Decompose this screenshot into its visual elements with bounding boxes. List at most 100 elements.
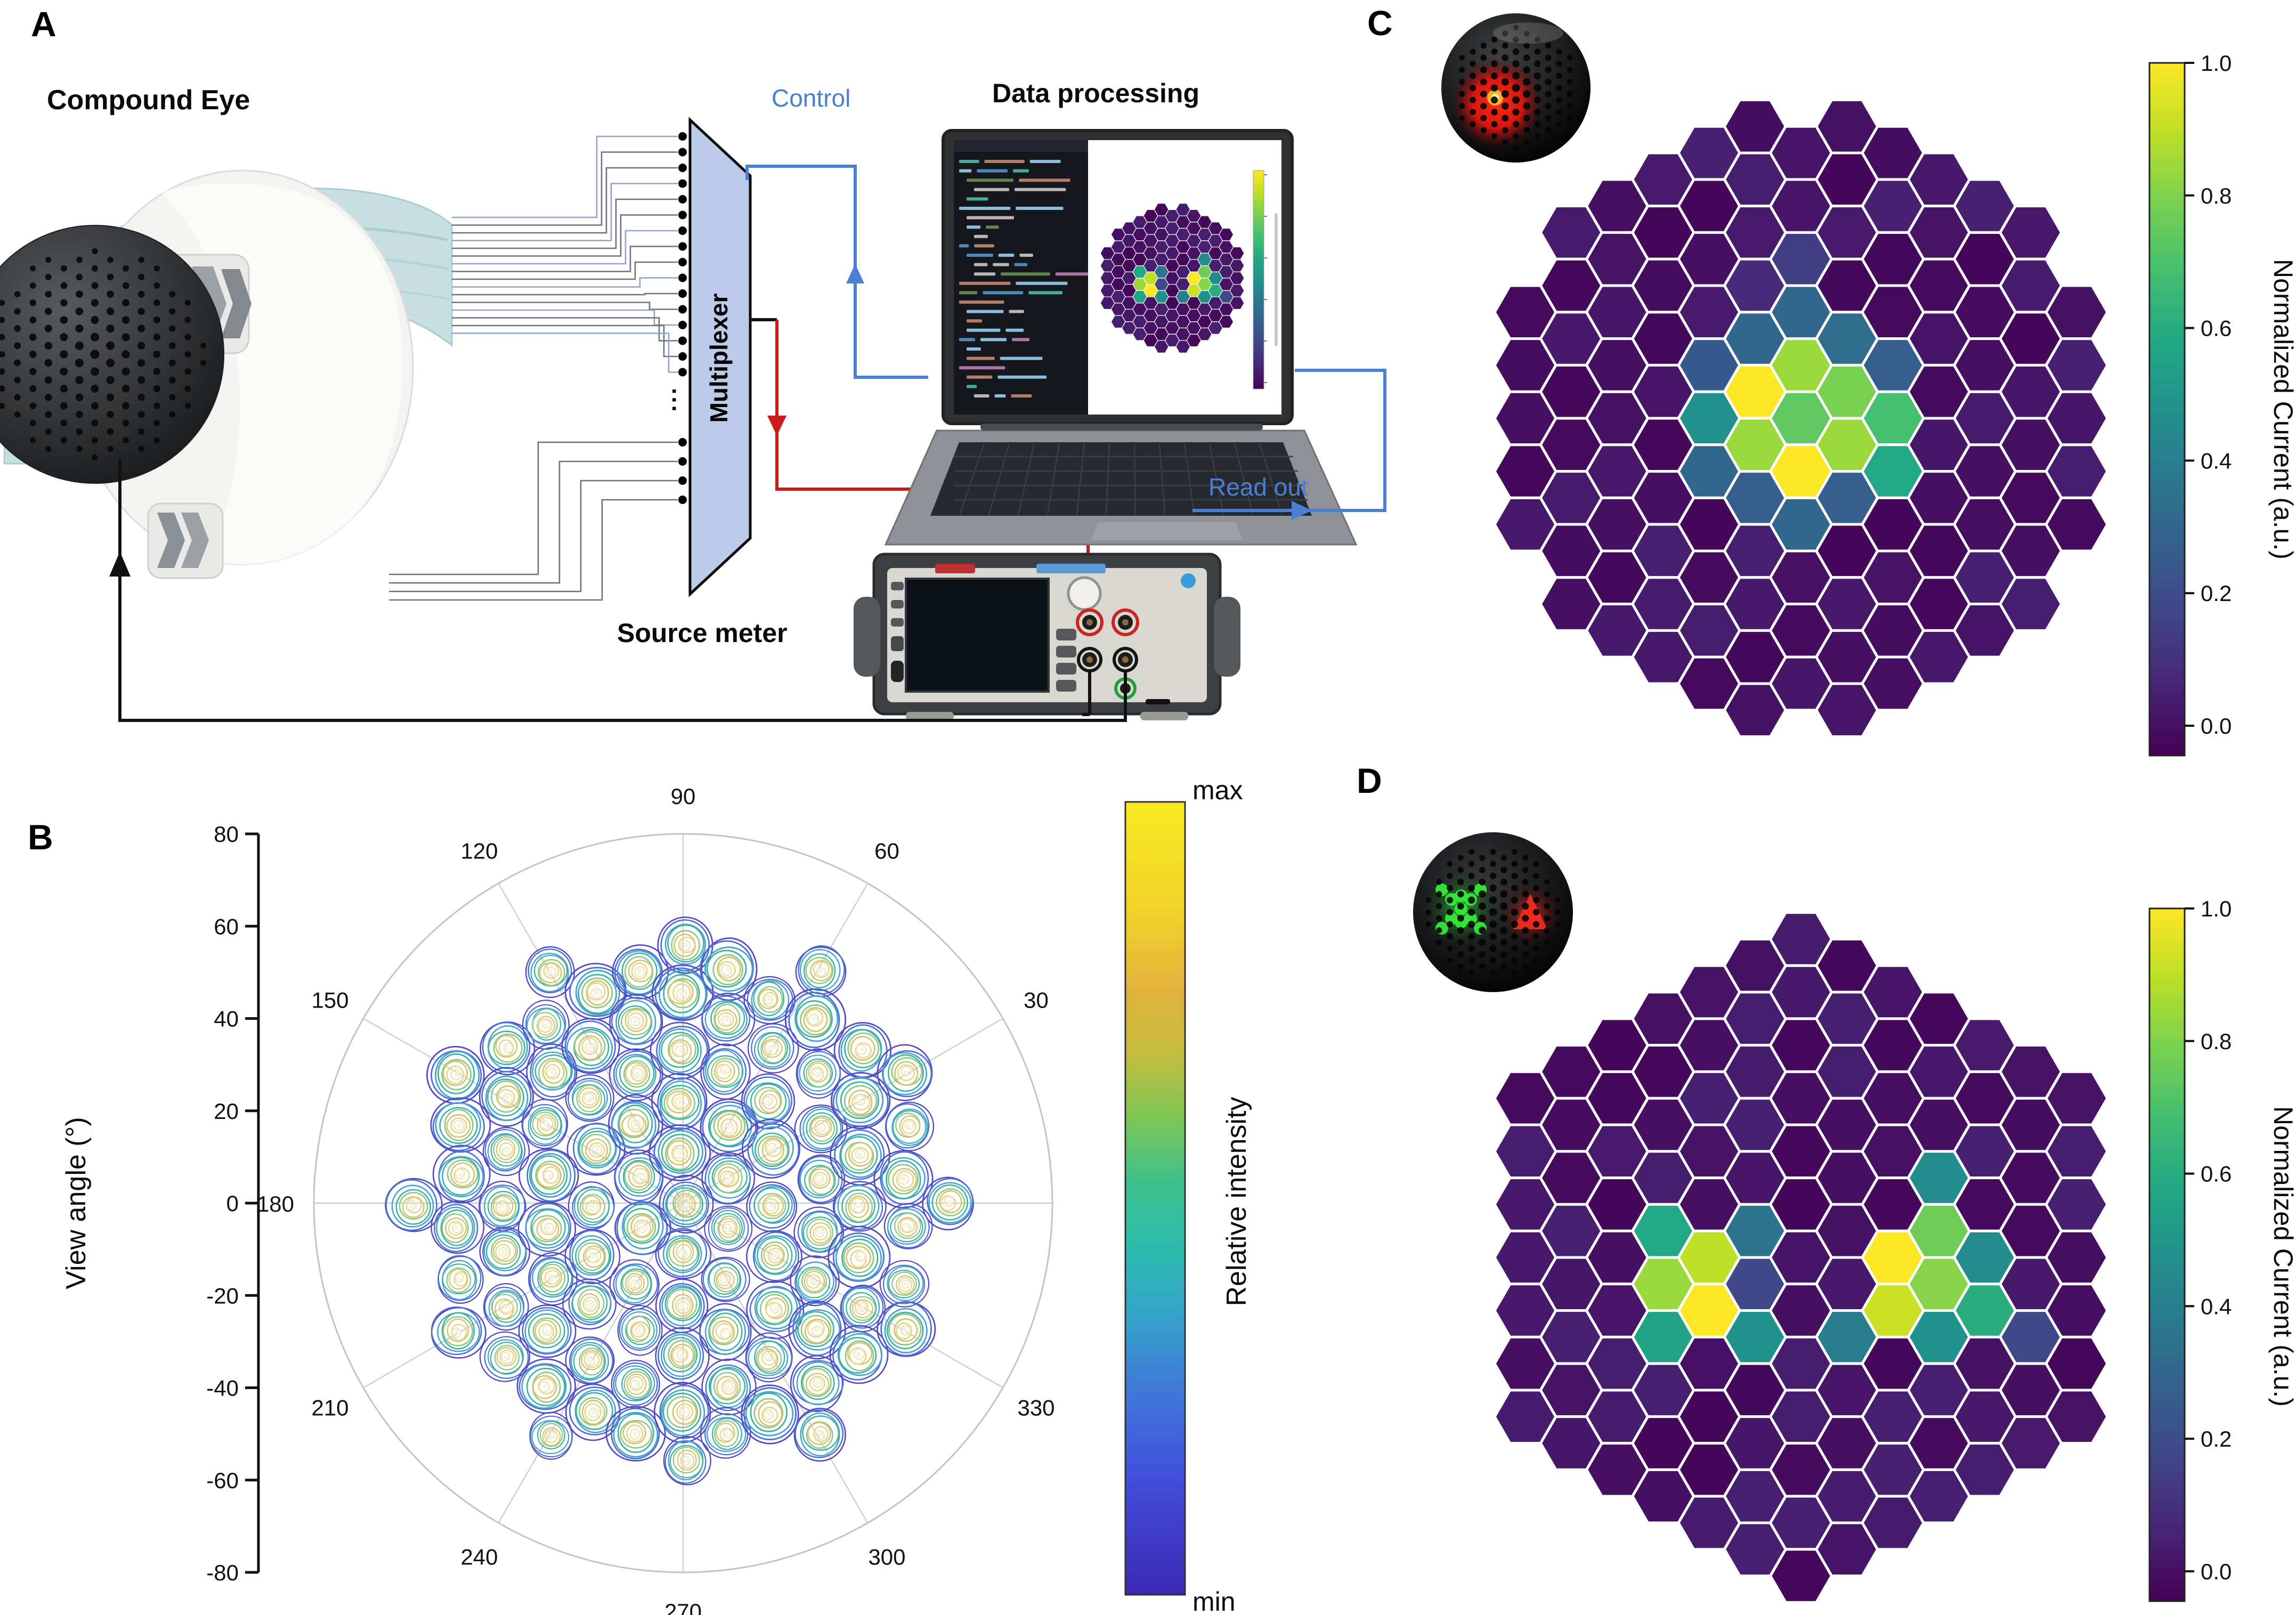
dome-hole (153, 385, 160, 393)
contour-ring (901, 1279, 910, 1289)
meter-buttons (891, 582, 1076, 692)
dome-hole (1523, 54, 1530, 61)
dome-hole (44, 376, 52, 384)
contour-ring (591, 1145, 603, 1156)
source-meter: Source meter (617, 553, 1240, 720)
contour-ring (813, 961, 830, 978)
mini-colorbar-gradient (1253, 170, 1264, 389)
ommatidium-contour (832, 1181, 887, 1232)
dome-hole (1425, 897, 1431, 903)
key-line (988, 443, 1010, 515)
dome-hole (60, 299, 68, 307)
code-line (967, 178, 1014, 182)
contour-ring (900, 1066, 912, 1077)
contour-ring (658, 1332, 704, 1380)
eye-wire (452, 151, 678, 226)
contour-ring (538, 1018, 553, 1033)
dome-hole (1534, 109, 1541, 116)
contour-ring (892, 1110, 927, 1144)
dome-hole (1457, 963, 1464, 970)
ommatidium-contour (793, 1407, 846, 1462)
contour-ring (539, 1423, 563, 1447)
ommatidium-contour (614, 1149, 664, 1206)
ommatidium-contour (840, 1285, 886, 1333)
contour-ring (815, 1227, 825, 1238)
contour-ring (658, 1130, 704, 1174)
contour-ring (582, 1296, 598, 1312)
dome-hole (1491, 133, 1498, 140)
contour-center (859, 1047, 865, 1052)
contour-ring (757, 1237, 793, 1275)
contour-ring (582, 1245, 605, 1268)
code-line (980, 338, 1007, 342)
contour-center (588, 1302, 593, 1306)
polar-angle-label: 300 (868, 1545, 905, 1570)
contour-ring (713, 1213, 743, 1243)
ommatidium-contour (704, 1205, 753, 1252)
dome-hole (0, 403, 5, 409)
contour-ring (618, 1157, 661, 1197)
dome-hole (1502, 30, 1508, 37)
code-line (994, 394, 1006, 397)
dome-hole (76, 290, 83, 298)
dome-hole (1436, 915, 1442, 922)
contour-ring (835, 1077, 884, 1124)
contour-ring (438, 1156, 484, 1198)
contour-ring (718, 1218, 738, 1238)
dome-hole (1459, 91, 1465, 97)
dome-hole (1489, 945, 1497, 952)
contour-ring (495, 1035, 518, 1058)
contour-ring (717, 1012, 735, 1027)
contour-center (773, 1253, 777, 1258)
contour-ring (581, 1037, 598, 1056)
dome-hole (75, 359, 84, 368)
contour-ring (756, 1291, 793, 1325)
contour-ring (542, 1060, 565, 1084)
contour-ring (887, 1265, 924, 1301)
polar-spoke (683, 1203, 1003, 1389)
dome-hole (153, 420, 160, 426)
dome-hole (1457, 939, 1464, 946)
eye-wire (452, 246, 678, 272)
eye-wire (389, 480, 678, 593)
contour-ring (648, 1124, 711, 1181)
dome-hole (1555, 909, 1561, 915)
key-line (1208, 443, 1224, 515)
dome-hole (1533, 933, 1539, 940)
contour-ring (662, 1181, 710, 1228)
dome-hole (1502, 66, 1509, 74)
code-line (967, 356, 995, 360)
contour-ring (666, 1237, 700, 1271)
ommatidium-contour (426, 1045, 485, 1105)
contour-ring (716, 1422, 735, 1443)
contour-ring (808, 1166, 835, 1195)
ommatidium-contour (700, 1098, 758, 1157)
dome-hole (92, 454, 98, 461)
polar-spoke (683, 1018, 1003, 1204)
code-line (993, 263, 1009, 266)
code-line (986, 225, 999, 229)
dome-hole (1511, 896, 1519, 904)
contour-ring (806, 1112, 838, 1145)
contour-ring (663, 1337, 698, 1373)
contour-center (766, 1099, 772, 1104)
dome-hole (1436, 939, 1442, 946)
contour-ring (587, 982, 606, 1001)
contour-ring (530, 1415, 573, 1458)
contour-ring (538, 1323, 555, 1341)
contour-ring (578, 1035, 603, 1061)
contour-ring (835, 1235, 882, 1281)
contour-center (504, 1094, 509, 1100)
contour-ring (632, 1067, 643, 1078)
contour-ring (493, 1136, 520, 1164)
contour-ring (762, 992, 777, 1008)
contour-ring (763, 1244, 785, 1267)
contour-ring (705, 1364, 751, 1411)
dome-hole (184, 351, 191, 358)
contour-ring (537, 1261, 569, 1296)
contour-ring (674, 1097, 686, 1108)
contour-ring (724, 1122, 735, 1134)
contour-center (410, 1204, 415, 1209)
contour-ring (529, 1256, 574, 1303)
contour-ring (453, 1119, 465, 1131)
